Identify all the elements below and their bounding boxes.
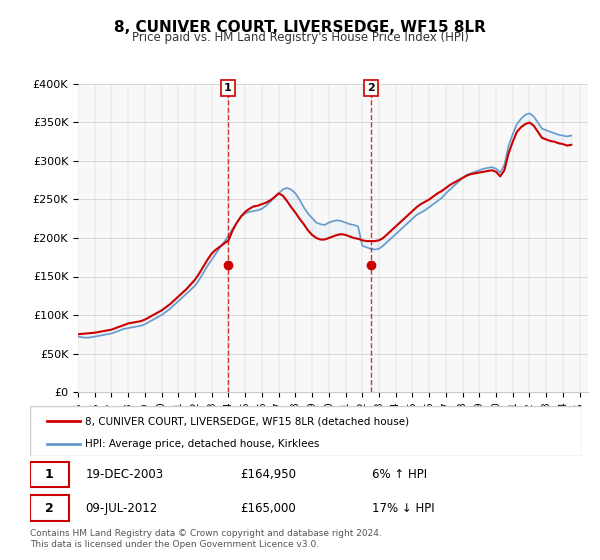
Text: Price paid vs. HM Land Registry's House Price Index (HPI): Price paid vs. HM Land Registry's House … — [131, 31, 469, 44]
Text: 6% ↑ HPI: 6% ↑ HPI — [372, 468, 427, 481]
Text: 17% ↓ HPI: 17% ↓ HPI — [372, 502, 435, 515]
Text: £164,950: £164,950 — [240, 468, 296, 481]
Text: 2: 2 — [45, 502, 53, 515]
Text: 1: 1 — [224, 83, 232, 93]
Text: 19-DEC-2003: 19-DEC-2003 — [85, 468, 163, 481]
Text: 2: 2 — [367, 83, 375, 93]
Text: £165,000: £165,000 — [240, 502, 296, 515]
Text: 1: 1 — [45, 468, 53, 481]
FancyBboxPatch shape — [30, 496, 68, 521]
FancyBboxPatch shape — [30, 462, 68, 487]
Text: 09-JUL-2012: 09-JUL-2012 — [85, 502, 157, 515]
Text: HPI: Average price, detached house, Kirklees: HPI: Average price, detached house, Kirk… — [85, 439, 320, 449]
Text: 8, CUNIVER COURT, LIVERSEDGE, WF15 8LR: 8, CUNIVER COURT, LIVERSEDGE, WF15 8LR — [114, 20, 486, 35]
Text: 8, CUNIVER COURT, LIVERSEDGE, WF15 8LR (detached house): 8, CUNIVER COURT, LIVERSEDGE, WF15 8LR (… — [85, 416, 409, 426]
FancyBboxPatch shape — [30, 406, 582, 456]
Text: Contains HM Land Registry data © Crown copyright and database right 2024.
This d: Contains HM Land Registry data © Crown c… — [30, 529, 382, 549]
